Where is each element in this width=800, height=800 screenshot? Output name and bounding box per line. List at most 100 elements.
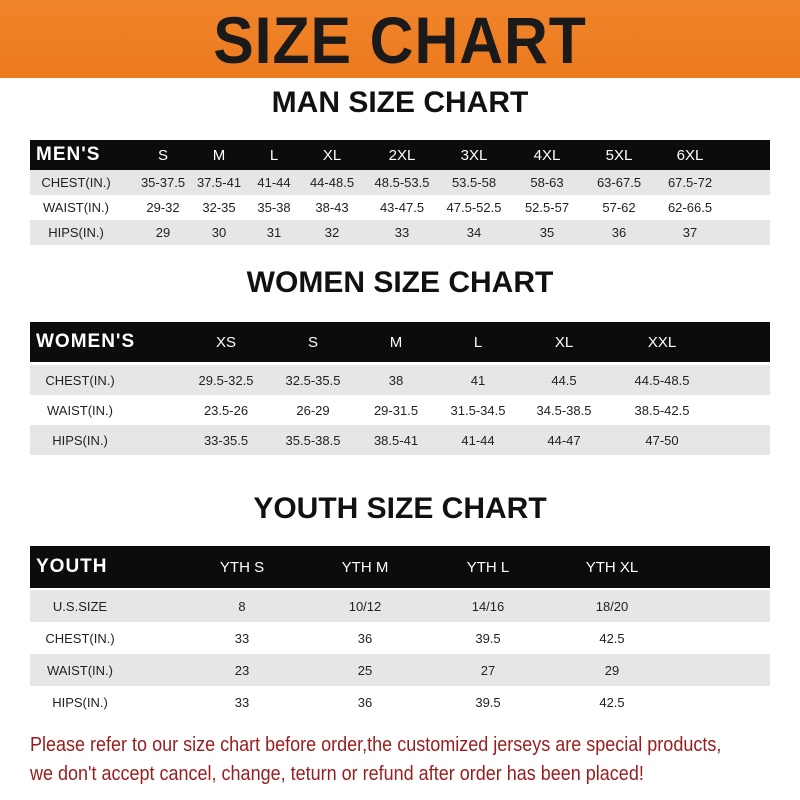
- table-cell: 35-38: [257, 200, 291, 215]
- table-header-row: YOUTH YTH S YTH M YTH L YTH XL: [30, 546, 770, 588]
- notice-line-2: we don't accept cancel, change, teturn o…: [30, 763, 644, 785]
- size-header: 5XL: [605, 146, 633, 164]
- table-cell: 14/16: [471, 598, 505, 614]
- table-cell: 35: [539, 225, 555, 240]
- banner-title: SIZE CHART: [213, 3, 587, 77]
- banner: SIZE CHART: [0, 0, 800, 78]
- table-cell: 27: [480, 662, 496, 678]
- table-cell: 36: [611, 225, 627, 240]
- size-header: YTH L: [466, 558, 510, 576]
- table-cell: 30: [211, 225, 227, 240]
- size-header: M: [389, 333, 403, 351]
- size-header: 4XL: [533, 146, 561, 164]
- table-cell: 38.5-41: [373, 432, 419, 448]
- table-row: HIPS(IN.) 29 30 31 32 33 34 35 36 37: [30, 220, 770, 245]
- table-row: CHEST(IN.) 33 36 39.5 42.5: [30, 622, 770, 654]
- table-cell: 10/12: [348, 598, 382, 614]
- table-cell: 25: [357, 662, 373, 678]
- table-header-row: WOMEN'S XS S M L XL XXL: [30, 322, 770, 362]
- table-row: WAIST(IN.) 23.5-26 26-29 29-31.5 31.5-34.5 34…: [30, 395, 770, 425]
- table-cell: 33: [394, 225, 410, 240]
- table-header-label: MEN'S: [36, 144, 101, 165]
- size-header: S: [307, 333, 319, 351]
- table-cell: 34.5-38.5: [536, 402, 592, 418]
- table-header-label: YOUTH: [36, 556, 108, 577]
- table-cell: 67.5-72: [667, 175, 713, 190]
- size-header: XL: [322, 146, 342, 164]
- table-cell: 29: [155, 225, 171, 240]
- table-cell: 47-50: [645, 432, 679, 448]
- row-label: CHEST(IN.): [45, 372, 115, 388]
- table-cell: 39.5: [475, 630, 501, 646]
- table-cell: 41: [470, 372, 486, 388]
- size-header: L: [269, 146, 279, 164]
- table-cell: 62-66.5: [667, 200, 713, 215]
- size-header: YTH S: [219, 558, 265, 576]
- table-cell: 41-44: [461, 432, 495, 448]
- table-cell: 44-47: [547, 432, 581, 448]
- table-cell: 44-48.5: [309, 175, 355, 190]
- table-row: WAIST(IN.) 23 25 27 29: [30, 654, 770, 686]
- size-header: 3XL: [460, 146, 488, 164]
- table-cell: 18/20: [595, 598, 629, 614]
- row-label: WAIST(IN.): [47, 662, 113, 678]
- table-cell: 31: [266, 225, 282, 240]
- row-label: CHEST(IN.): [41, 175, 111, 190]
- table-cell: 35.5-38.5: [285, 432, 341, 448]
- table-cell: 29.5-32.5: [198, 372, 254, 388]
- table-header-row: MEN'S S M L XL 2XL 3XL 4XL 5XL 6XL: [30, 140, 770, 170]
- table-cell: 34: [466, 225, 482, 240]
- size-header: S: [157, 146, 169, 164]
- table-cell: 44.5: [551, 372, 577, 388]
- table-cell: 32: [324, 225, 340, 240]
- row-label: HIPS(IN.): [48, 225, 104, 240]
- table-cell: 8: [238, 598, 246, 614]
- table-cell: 52.5-57: [524, 200, 570, 215]
- table-cell: 43-47.5: [379, 200, 425, 215]
- table-cell: 29-32: [146, 200, 180, 215]
- table-cell: 42.5: [599, 694, 625, 710]
- notice-line-1: Please refer to our size chart before or…: [30, 734, 722, 756]
- size-header: XL: [554, 333, 574, 351]
- table-cell: 26-29: [296, 402, 330, 418]
- table-cell: 33: [234, 630, 250, 646]
- table-cell: 36: [357, 630, 373, 646]
- size-header: YTH XL: [585, 558, 639, 576]
- size-header: XXL: [647, 333, 677, 351]
- table-cell: 38: [388, 372, 404, 388]
- table-row: HIPS(IN.) 33 36 39.5 42.5: [30, 686, 770, 718]
- row-label: U.S.SIZE: [52, 598, 108, 614]
- table-cell: 47.5-52.5: [446, 200, 502, 215]
- table-cell: 36: [357, 694, 373, 710]
- table-row: U.S.SIZE 8 10/12 14/16 18/20: [30, 590, 770, 622]
- table-cell: 39.5: [475, 694, 501, 710]
- row-label: HIPS(IN.): [52, 432, 108, 448]
- table-cell: 32-35: [202, 200, 236, 215]
- table-cell: 23: [234, 662, 250, 678]
- row-label: HIPS(IN.): [52, 694, 108, 710]
- table-row: CHEST(IN.) 29.5-32.5 32.5-35.5 38 41 44.5 44.5…: [30, 365, 770, 395]
- table-cell: 41-44: [257, 175, 291, 190]
- table-row: WAIST(IN.) 29-32 32-35 35-38 38-43 43-47.5 47.…: [30, 195, 770, 220]
- table-cell: 33: [234, 694, 250, 710]
- size-header: M: [212, 146, 226, 164]
- size-header: L: [473, 333, 483, 351]
- row-label: WAIST(IN.): [47, 402, 113, 418]
- table-cell: 23.5-26: [203, 402, 249, 418]
- table-cell: 37: [682, 225, 698, 240]
- table-row: HIPS(IN.) 33-35.5 35.5-38.5 38.5-41 41-44 44-…: [30, 425, 770, 455]
- size-header: XS: [215, 333, 237, 351]
- table-cell: 44.5-48.5: [634, 372, 690, 388]
- table-cell: 35-37.5: [140, 175, 186, 190]
- table-header-label: WOMEN'S: [36, 331, 136, 352]
- row-label: WAIST(IN.): [43, 200, 109, 215]
- table-cell: 33-35.5: [203, 432, 249, 448]
- table-cell: 48.5-53.5: [374, 175, 430, 190]
- table-cell: 29: [604, 662, 620, 678]
- size-header: 6XL: [676, 146, 704, 164]
- table-cell: 58-63: [530, 175, 564, 190]
- table-cell: 29-31.5: [373, 402, 419, 418]
- table-cell: 63-67.5: [596, 175, 642, 190]
- table-cell: 31.5-34.5: [450, 402, 506, 418]
- youth-section-title: YOUTH SIZE CHART: [253, 492, 547, 525]
